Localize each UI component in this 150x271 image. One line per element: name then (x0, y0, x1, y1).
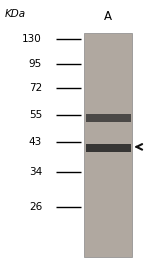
Text: 55: 55 (29, 110, 42, 120)
Text: 72: 72 (29, 83, 42, 93)
Text: A: A (104, 10, 112, 23)
FancyBboxPatch shape (85, 114, 130, 122)
Text: 130: 130 (22, 34, 42, 44)
Text: 34: 34 (29, 167, 42, 177)
Text: 95: 95 (29, 59, 42, 69)
Text: 26: 26 (29, 202, 42, 212)
FancyBboxPatch shape (85, 144, 130, 152)
FancyBboxPatch shape (84, 33, 132, 257)
Text: 43: 43 (29, 137, 42, 147)
Text: KDa: KDa (4, 9, 26, 19)
